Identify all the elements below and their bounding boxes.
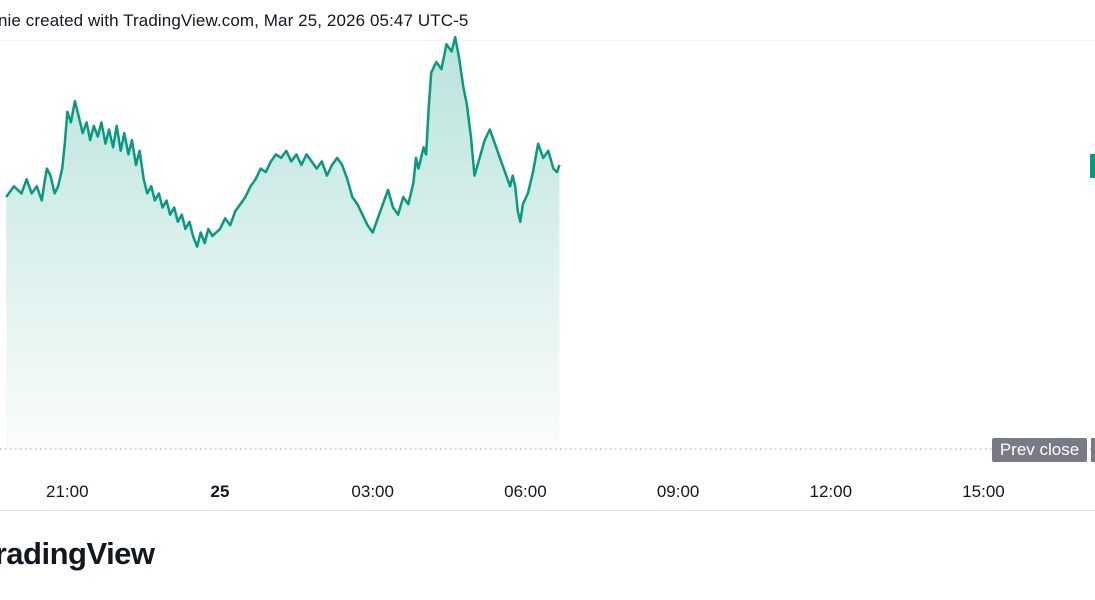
tradingview-logo: TradingView — [0, 536, 155, 571]
area-layer — [6, 37, 560, 449]
price-chart[interactable]: 21:00 25 03:00 06:00 09:00 12:00 15:00 — [0, 0, 1095, 510]
chart-header: nie created with TradingView.com, Mar 25… — [0, 11, 469, 30]
price-line — [5, 35, 561, 248]
header-divider — [0, 40, 1095, 41]
x-tick-label: 12:00 — [810, 482, 853, 501]
x-tick-label: 06:00 — [504, 482, 547, 501]
x-tick-label: 15:00 — [962, 482, 1005, 501]
prev-close-badge: Prev close — [992, 438, 1087, 462]
price-area-fill — [6, 37, 560, 449]
x-tick-label: 03:00 — [351, 482, 394, 501]
x-tick-label: 25 — [211, 482, 230, 501]
line-layer — [5, 35, 561, 248]
time-axis-divider — [0, 510, 1095, 511]
last-price-marker — [1090, 154, 1095, 178]
x-tick-label: 21:00 — [46, 482, 89, 501]
x-axis-ticks: 21:00 25 03:00 06:00 09:00 12:00 15:00 — [46, 482, 1005, 501]
prev-close-edge-marker — [1091, 438, 1095, 462]
x-tick-label: 09:00 — [657, 482, 700, 501]
